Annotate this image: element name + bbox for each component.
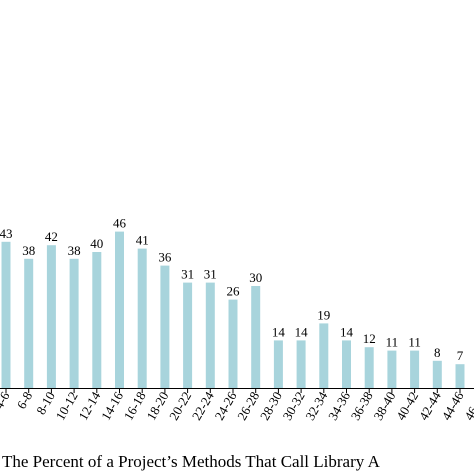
bar-10-12 — [69, 258, 79, 388]
bar-24-26 — [228, 299, 238, 388]
x-ticks-layer — [5, 388, 461, 393]
bar-44-46 — [455, 364, 465, 388]
bar-36-38 — [364, 347, 374, 388]
bar-42-44 — [432, 360, 442, 388]
x-tick-label-36-38: 36-38 — [348, 389, 376, 423]
x-tick-label-38-40: 38-40 — [370, 389, 398, 423]
value-label-40-42: 11 — [408, 335, 421, 350]
value-label-18-20: 36 — [158, 250, 172, 265]
value-label-22-24: 31 — [204, 267, 217, 282]
value-label-4-6: 43 — [0, 226, 13, 241]
bar-34-36 — [342, 340, 351, 388]
value-label-32-34: 19 — [317, 307, 330, 322]
value-label-6-8: 38 — [22, 243, 35, 258]
x-tick-label-24-26: 24-26 — [211, 389, 239, 423]
bar-8-10 — [46, 245, 56, 388]
x-tick-label-34-36: 34-36 — [325, 389, 353, 423]
bar-40-42 — [410, 350, 420, 388]
bar-14-16 — [115, 231, 124, 388]
bars-layer — [1, 231, 465, 388]
value-label-12-14: 40 — [90, 236, 103, 251]
bar-32-34 — [319, 323, 329, 388]
value-label-36-38: 12 — [363, 331, 376, 346]
x-tick-label-22-24: 22-24 — [189, 389, 217, 423]
x-tick-label-44-46: 44-46 — [438, 389, 466, 423]
value-label-28-30: 14 — [272, 324, 286, 339]
x-tick-label-32-34: 32-34 — [302, 389, 330, 423]
bar-16-18 — [137, 248, 147, 388]
bar-20-22 — [183, 282, 193, 388]
x-tick-label-10-12: 10-12 — [53, 389, 81, 423]
value-labels-layer: 43 38 42 38 40 46 41 36 31 31 26 30 14 14 19 14 12 11 11 8 7 — [0, 216, 464, 364]
x-tick-label-12-14: 12-14 — [75, 389, 103, 423]
x-tick-label-28-30: 28-30 — [257, 389, 285, 423]
value-label-14-16: 46 — [113, 216, 127, 231]
value-label-34-36: 14 — [340, 324, 354, 339]
x-tick-labels-layer: 4-6 6-88-1010-1212-1414-1616-1818-2020-22… — [0, 389, 474, 423]
value-label-24-26: 26 — [227, 284, 241, 299]
bar-30-32 — [296, 340, 306, 388]
value-label-10-12: 38 — [68, 243, 81, 258]
bar-22-24 — [205, 282, 215, 388]
bar-6-8 — [24, 258, 34, 388]
value-label-38-40: 11 — [386, 335, 399, 350]
x-tick-label-30-32: 30-32 — [280, 389, 308, 423]
x-tick-label-14-16: 14-16 — [98, 389, 126, 423]
value-label-16-18: 41 — [136, 233, 149, 248]
value-label-42-44: 8 — [434, 345, 441, 360]
bar-38-40 — [387, 350, 397, 388]
x-tick-label-26-28: 26-28 — [234, 389, 262, 423]
bar-4-6 — [1, 241, 11, 388]
value-label-44-46: 7 — [457, 348, 464, 363]
x-tick-label-42-44: 42-44 — [416, 389, 444, 423]
value-label-26-28: 30 — [249, 270, 262, 285]
bar-18-20 — [160, 265, 170, 388]
bar-26-28 — [251, 286, 261, 388]
x-axis-title: The Percent of a Project’s Methods That … — [2, 452, 381, 471]
value-label-8-10: 42 — [45, 229, 58, 244]
x-tick-label-20-22: 20-22 — [166, 389, 194, 423]
bar-12-14 — [92, 252, 102, 388]
x-tick-label-6-8: 6-8 — [14, 389, 36, 412]
value-label-20-22: 31 — [181, 267, 194, 282]
value-label-30-32: 14 — [295, 324, 309, 339]
x-tick-label-16-18: 16-18 — [121, 389, 149, 423]
x-tick-label-46-48: 46-48 — [461, 389, 474, 423]
x-tick-label-40-42: 40-42 — [393, 389, 421, 423]
x-tick-label-18-20: 18-20 — [143, 389, 171, 423]
bar-28-30 — [273, 340, 283, 388]
